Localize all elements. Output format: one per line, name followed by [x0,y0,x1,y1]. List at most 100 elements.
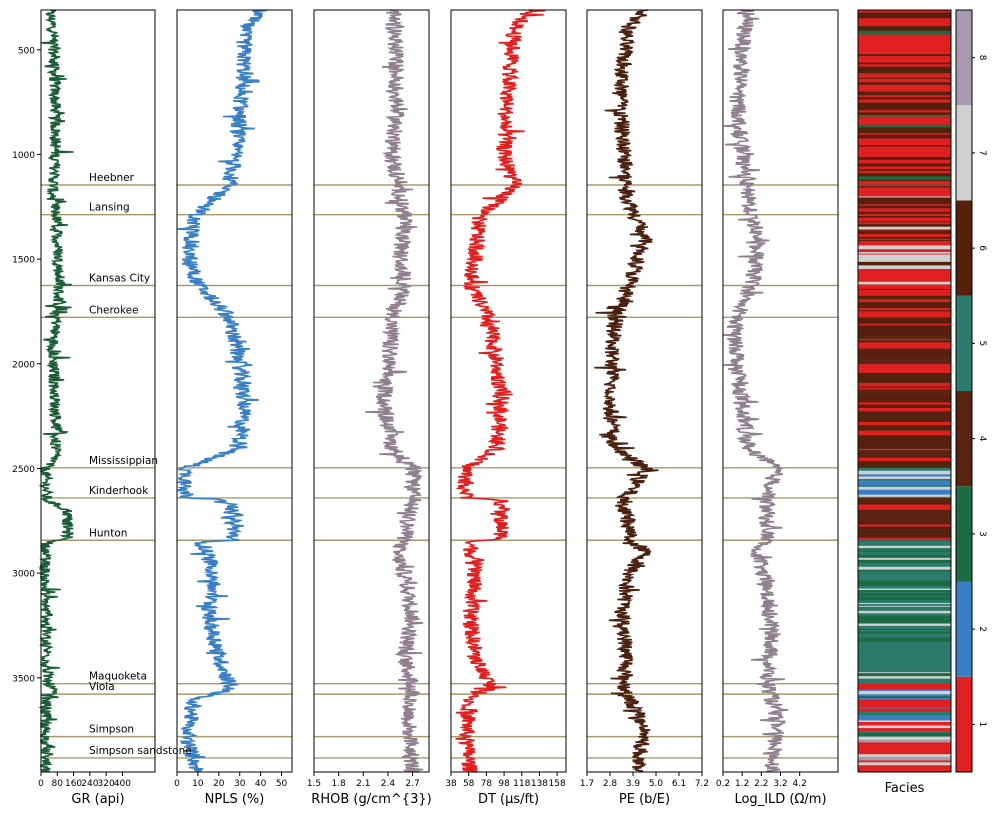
facies-band [858,17,951,19]
facies-band [858,507,951,510]
x-axis-label: GR (api) [71,792,124,807]
facies-band [858,542,951,547]
facies-band [858,523,951,525]
facies-band [858,404,951,409]
facies-band [858,311,951,315]
facies-band [858,88,951,91]
facies-band [858,150,951,154]
facies-band [858,158,951,161]
facies-band [858,216,951,218]
facies-band [858,352,951,356]
facies-band [858,760,951,763]
facies-band [858,766,951,770]
facies-band [858,478,951,481]
facies-band [858,179,951,182]
facies-band [858,690,951,695]
facies-band [858,213,951,215]
x-tick-label: 30 [234,779,246,789]
facies-frame [857,9,952,773]
facies-band [858,480,951,484]
facies-band [858,138,951,142]
facies-band [858,278,951,283]
x-tick-label: 1.5 [307,779,321,789]
depth-tick-label: 1500 [12,256,35,266]
facies-band [858,187,951,190]
facies-band [858,40,951,44]
log-curve-npls [176,9,268,773]
x-tick-label: 50 [276,779,288,789]
facies-band [858,254,951,259]
facies-band [858,211,951,215]
facies-band [858,670,951,673]
facies-band [858,411,951,416]
facies-band [858,633,951,637]
x-tick-label: 80 [52,779,64,789]
facies-band [858,238,951,241]
facies-band [858,421,951,426]
facies-band [858,539,951,541]
facies-band [858,47,951,51]
track-frame [176,9,293,773]
facies-band [858,732,951,737]
facies-band [858,184,951,186]
depth-tick-label: 2000 [12,360,35,370]
x-tick-label: 58 [463,779,475,789]
facies-band [858,289,951,291]
facies-band [858,169,951,172]
facies-band [858,699,951,703]
facies-band [858,717,951,721]
facies-band [858,297,951,300]
facies-band [858,594,951,597]
facies-band [858,107,951,111]
formation-top-label: Viola [89,681,115,693]
facies-band [858,342,951,347]
facies-band [858,534,951,539]
formation-top-label: Cherokee [89,304,139,316]
facies-band [858,628,951,631]
facies-band [858,496,951,499]
facies-band [858,577,951,579]
facies-band [858,704,951,708]
facies-band [858,665,951,668]
colorbar-tick-label: 5 [977,341,987,347]
facies-band [858,134,951,139]
x-tick-label: 0 [174,779,180,789]
facies-band [858,102,951,105]
facies-band [858,642,951,646]
facies-band [858,74,951,79]
facies-band [858,252,951,254]
facies-band [858,571,951,574]
facies-band [858,725,951,729]
facies-band [858,30,951,35]
formation-top-label: Lansing [89,202,130,214]
facies-band [858,728,951,732]
formation-top-label: Hunton [89,527,127,539]
facies-band [858,689,951,692]
colorbar-tick-label: 4 [977,436,987,442]
x-tick-label: 3.2 [773,779,787,789]
facies-band [858,765,951,767]
track-pe: 1.7 2.8 3.9 5.0 6.1 7.2 PE (b/E) [580,9,709,807]
facies-band [858,340,951,343]
facies-band [858,610,951,614]
x-tick-label: 1.2 [735,779,749,789]
facies-band [858,284,951,286]
facies-band [858,588,951,591]
facies-band [858,247,951,250]
facies-band [858,197,951,201]
facies-band [858,43,951,47]
facies-band [858,380,951,384]
facies-band [858,208,951,212]
colorbar-tick-label: 3 [977,531,987,537]
facies-band [858,711,951,716]
facies-band [858,45,951,48]
facies-band [858,127,951,132]
facies-band [858,502,951,505]
facies-band [858,224,951,227]
colorbar-tick-label: 2 [977,626,987,632]
facies-band [858,78,951,83]
facies-band [858,563,951,568]
facies-band [858,662,951,666]
facies-band [858,113,951,116]
facies-band [858,606,951,610]
